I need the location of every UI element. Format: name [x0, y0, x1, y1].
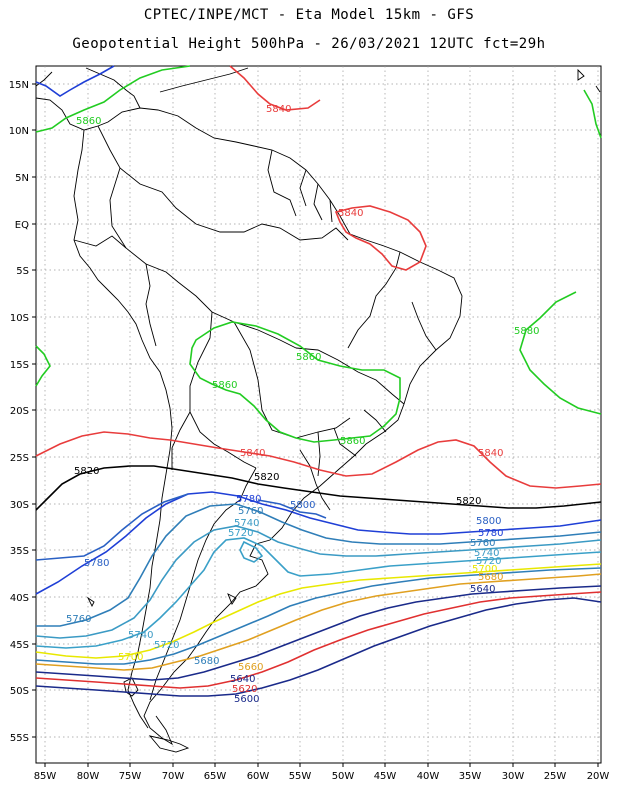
contour-label: 5760: [470, 538, 495, 549]
lat-label: 10S: [10, 313, 29, 324]
map-title-line1: CPTEC/INPE/MCT - Eta Model 15km - GFS: [143, 7, 475, 23]
lat-label: 25S: [10, 453, 29, 464]
contour-label: 5740: [474, 548, 499, 559]
lat-label: 15S: [10, 360, 29, 371]
contour-label: 5600: [234, 694, 259, 705]
contour-label: 5760: [66, 614, 91, 625]
contour-label: 5780: [84, 558, 109, 569]
contour-label: 5780: [236, 494, 261, 505]
lon-label: 40W: [417, 771, 440, 782]
lon-label: 35W: [459, 771, 482, 782]
lat-label: 5N: [15, 173, 29, 184]
contour-label: 5860: [76, 116, 101, 127]
lon-label: 25W: [544, 771, 567, 782]
contour-label: 5620: [232, 684, 257, 695]
contour-label: 5860: [340, 436, 365, 447]
lon-label: 20W: [587, 771, 610, 782]
contour-label: 5820: [254, 472, 279, 483]
contour-label: 5760: [238, 506, 263, 517]
longitude-labels: 85W 80W 75W 70W 65W 60W 55W 50W 45W 40W …: [34, 771, 610, 782]
contour-label: 5860: [296, 352, 321, 363]
contour-label-layer: 5860 5840 5840 5880 5860 5860 5860 5840 …: [66, 104, 539, 705]
contour-label: 5800: [476, 516, 501, 527]
axis-ticks: [32, 83, 599, 767]
grid-lines: [36, 66, 601, 763]
contour-label: 5840: [478, 448, 503, 459]
contour-label: 5840: [338, 208, 363, 219]
lat-label: 10N: [9, 126, 29, 137]
lon-label: 80W: [77, 771, 100, 782]
latitude-labels: 15N 10N 5N EQ 5S 10S 15S 20S 25S 30S 35S…: [9, 80, 29, 744]
lat-label: 50S: [10, 686, 29, 697]
lat-label: 45S: [10, 640, 29, 651]
lon-label: 70W: [162, 771, 185, 782]
lon-label: 85W: [34, 771, 57, 782]
contour-label: 5800: [290, 500, 315, 511]
contour-label: 5820: [74, 466, 99, 477]
contour-label: 5700: [472, 564, 497, 575]
map-title-line2: Geopotential Height 500hPa - 26/03/2021 …: [72, 36, 546, 52]
contour-label: 5720: [154, 640, 179, 651]
contour-label: 5840: [266, 104, 291, 115]
contour-label: 5860: [212, 380, 237, 391]
lon-label: 55W: [289, 771, 312, 782]
contour-label: 5680: [194, 656, 219, 667]
contour-label: 5740: [234, 518, 259, 529]
lon-label: 65W: [204, 771, 227, 782]
contour-label: 5720: [476, 556, 501, 567]
lat-label: 5S: [16, 266, 29, 277]
lat-label: 35S: [10, 546, 29, 557]
contour-lines: [35, 65, 602, 697]
contour-label: 5700: [118, 652, 143, 663]
contour-label: 5740: [128, 630, 153, 641]
lon-label: 30W: [502, 771, 525, 782]
lon-label: 50W: [332, 771, 355, 782]
contour-label: 5720: [228, 528, 253, 539]
lat-label: 40S: [10, 593, 29, 604]
lon-label: 45W: [374, 771, 397, 782]
lon-label: 75W: [119, 771, 142, 782]
lat-label: 30S: [10, 500, 29, 511]
contour-label: 5840: [240, 448, 265, 459]
contour-label: 5640: [230, 674, 255, 685]
contour-label: 5880: [514, 326, 539, 337]
contour-label: 5660: [238, 662, 263, 673]
contour-label: 5680: [478, 572, 503, 583]
lat-label: 20S: [10, 406, 29, 417]
contour-label: 5640: [470, 584, 495, 595]
lat-label: 55S: [10, 733, 29, 744]
lat-label: 15N: [9, 80, 29, 91]
lat-label: EQ: [15, 220, 29, 231]
lon-label: 60W: [247, 771, 270, 782]
contour-label: 5780: [478, 528, 503, 539]
contour-label: 5820: [456, 496, 481, 507]
